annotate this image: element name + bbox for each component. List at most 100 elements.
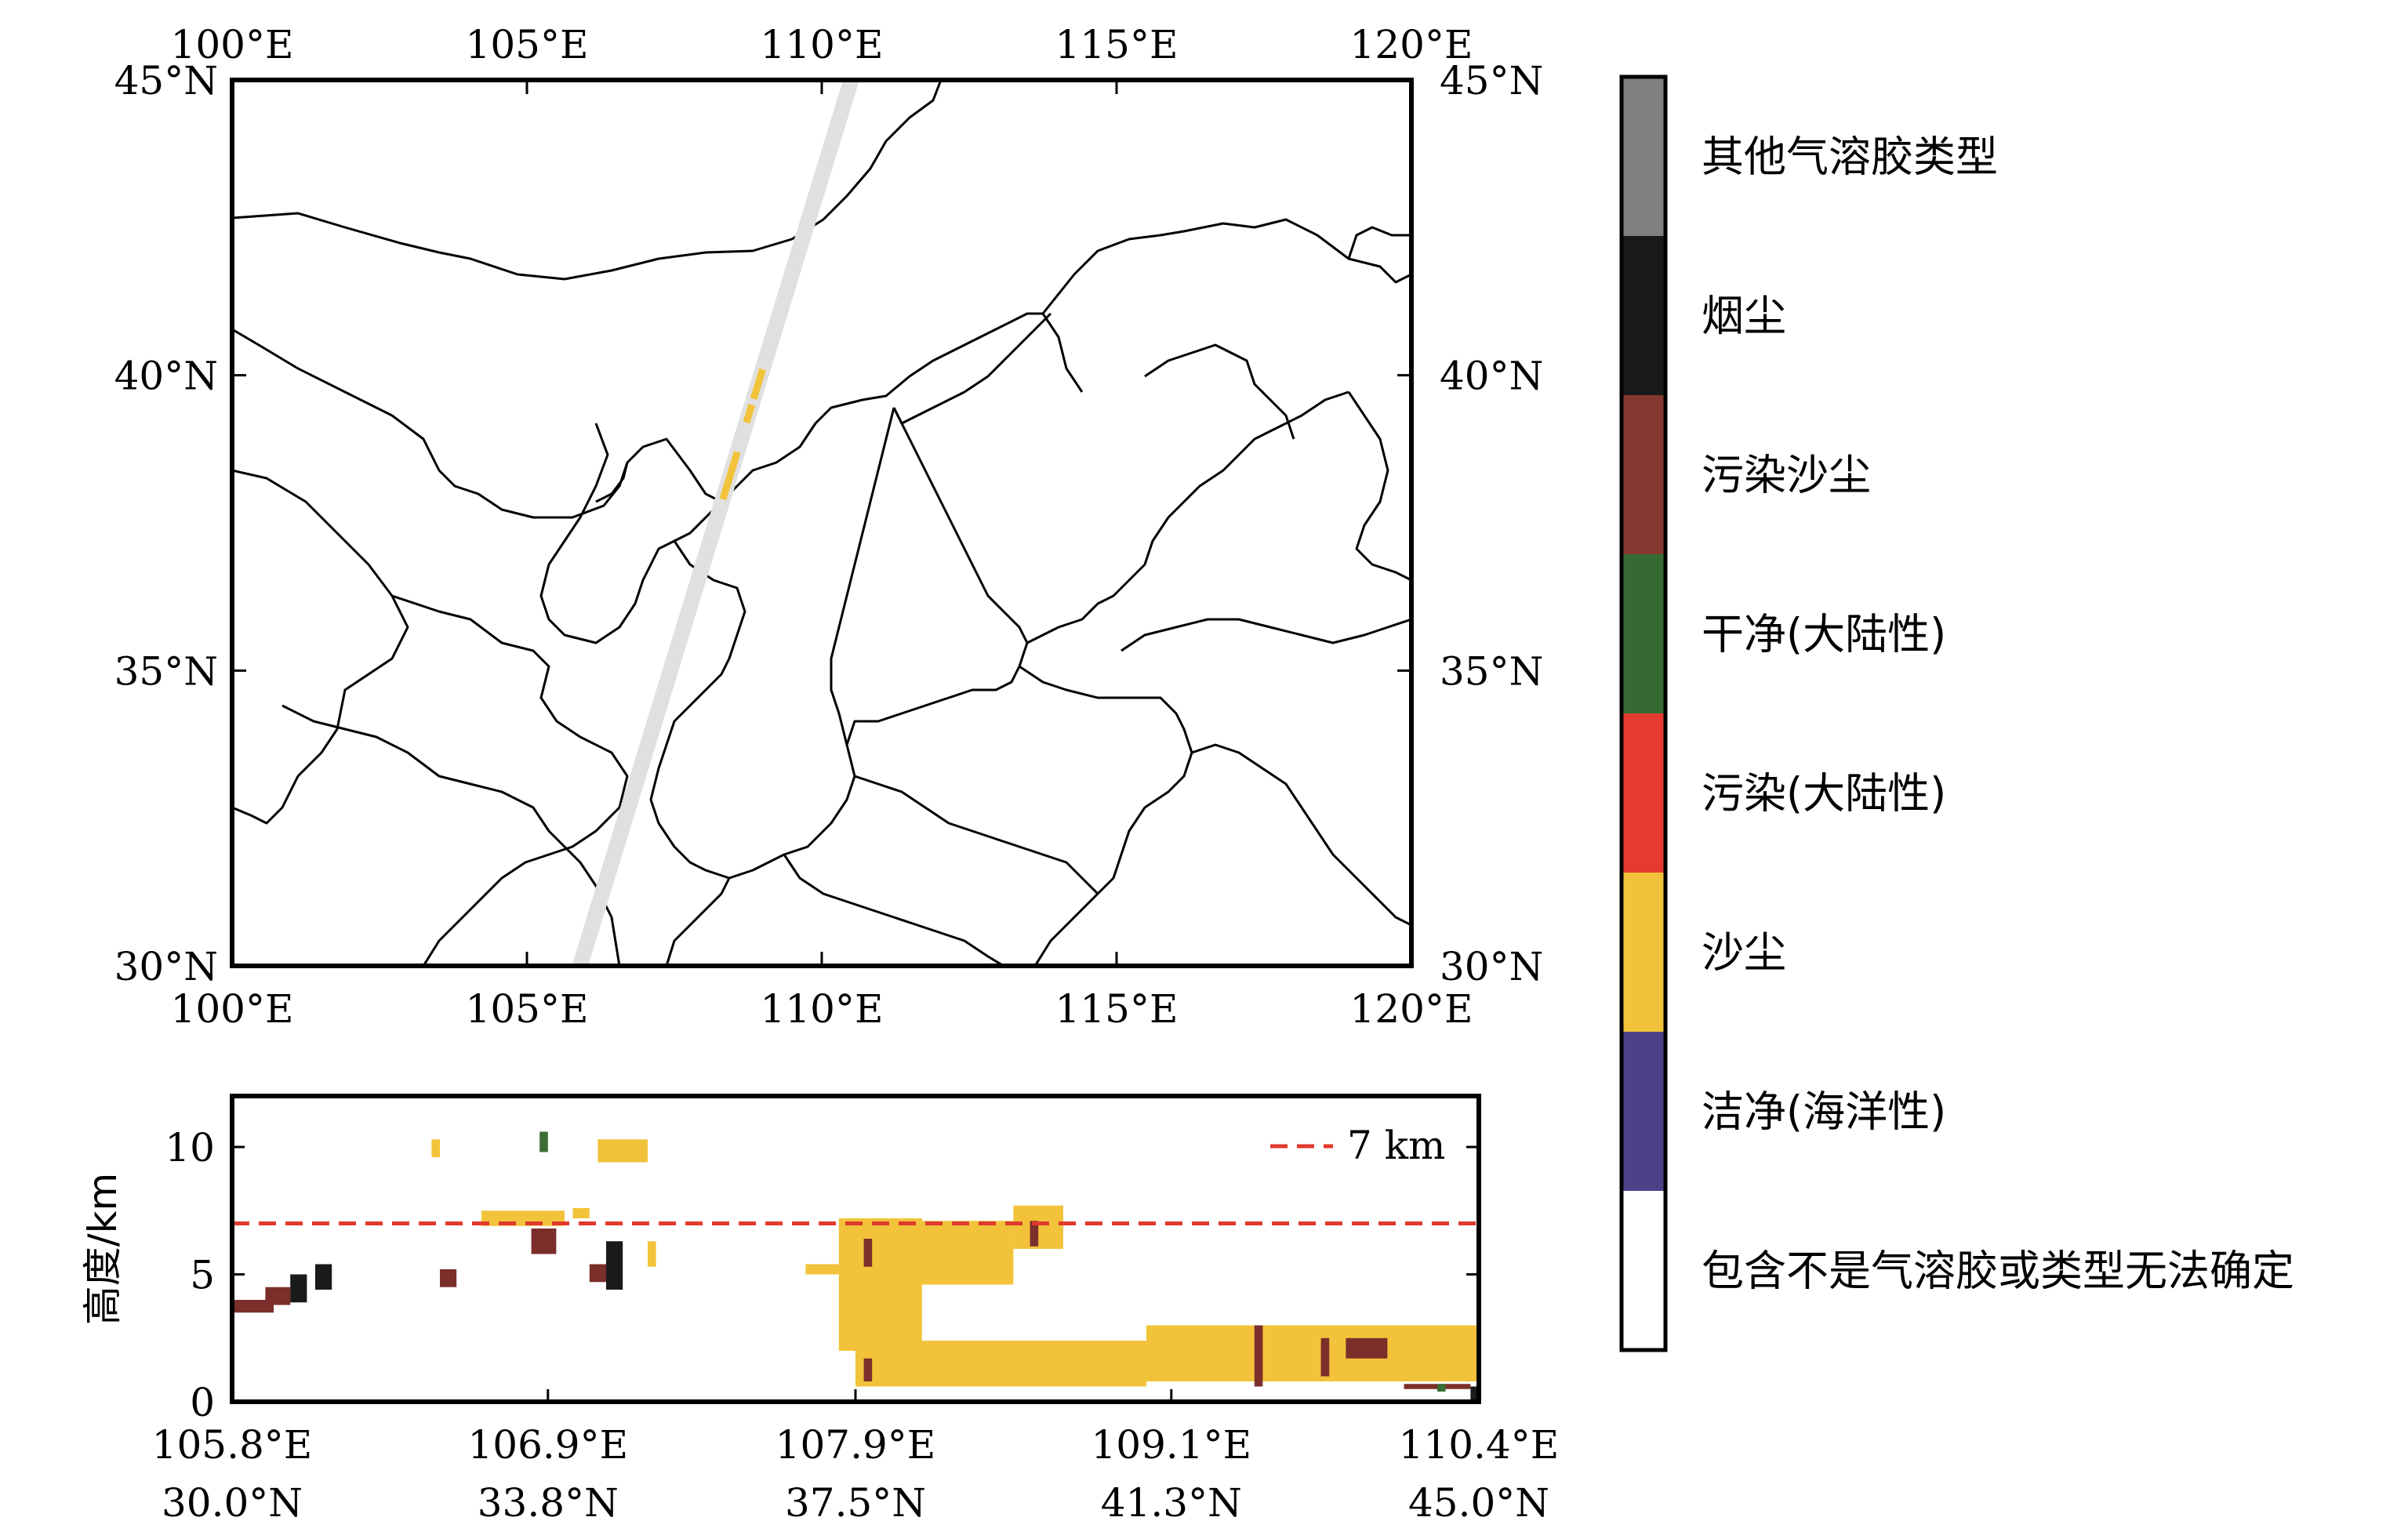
profile-ticks xyxy=(231,1145,1480,1403)
boundary-hubei xyxy=(665,877,731,966)
aerosol-patch xyxy=(232,1300,274,1313)
colorbar-swatch xyxy=(1622,1191,1665,1350)
profile-x-tick-label-lon: 109.1°E xyxy=(1091,1422,1251,1468)
map-boundaries xyxy=(232,80,1411,966)
boundary-shanxi xyxy=(845,407,1029,746)
colorbar-label: 干净(大陆性) xyxy=(1702,610,1946,659)
colorbar-swatch xyxy=(1622,1032,1665,1191)
map-x-tick-label-top: 120°E xyxy=(1350,22,1473,67)
profile-x-tick-label-lat: 37.5°N xyxy=(785,1480,926,1526)
map-x-tick-label-bottom: 120°E xyxy=(1350,986,1473,1032)
colorbar-label: 烟尘 xyxy=(1702,292,1786,341)
aerosol-patch xyxy=(648,1241,656,1267)
satellite-track xyxy=(572,80,859,966)
boundary-ningxia xyxy=(539,423,723,644)
colorbar-label: 污染沙尘 xyxy=(1702,451,1871,500)
map-background xyxy=(232,80,1411,966)
colorbar-label: 沙尘 xyxy=(1702,928,1786,978)
aerosol-patch xyxy=(606,1241,623,1290)
map-y-tick-label-left: 30°N xyxy=(114,944,218,989)
boundary-henan-south xyxy=(854,775,1099,895)
aerosol-patch xyxy=(1146,1325,1479,1381)
aerosol-patch xyxy=(539,1131,548,1152)
boundary-beijing-tianjin xyxy=(1144,343,1295,440)
map-y-tick-label-right: 40°N xyxy=(1440,354,1543,399)
aerosol-patch xyxy=(805,1264,839,1275)
profile-x-tick-label-lon: 106.9°E xyxy=(467,1422,628,1468)
aerosol-patch xyxy=(1437,1384,1446,1392)
aerosol-patch xyxy=(1346,1337,1388,1359)
aerosol-patch xyxy=(1320,1337,1330,1377)
boundary-shandong xyxy=(1120,618,1411,652)
map-x-tick-label-bottom: 105°E xyxy=(466,986,589,1032)
colorbar-swatch xyxy=(1622,395,1665,554)
colorbar-label: 其他气溶胶类型 xyxy=(1702,132,1998,182)
map-tick-labels: 100°E 100°E 105°E 105°E 110°E 110°E 115°E 115°E… xyxy=(114,22,1544,1032)
boundary-national-north xyxy=(232,80,942,281)
map-x-tick-label-top: 100°E xyxy=(171,22,294,67)
profile-x-tick-label-lat: 33.8°N xyxy=(478,1480,619,1526)
aerosol-patch xyxy=(1470,1386,1479,1402)
boundary-hebei xyxy=(1026,390,1349,644)
aerosol-patch xyxy=(531,1229,557,1254)
aerosol-patch xyxy=(838,1218,922,1351)
profile-x-tick-label-lon: 110.4°E xyxy=(1399,1422,1560,1468)
y-axis-title: 高度/km xyxy=(80,1173,125,1326)
boundary-hubei-2 xyxy=(783,854,1004,966)
map-y-tick-label-left: 40°N xyxy=(114,354,218,399)
map-y-tick-label-left: 35°N xyxy=(114,648,218,694)
aerosol-patch xyxy=(572,1208,590,1218)
colorbar-swatch xyxy=(1622,554,1665,713)
boundary-ningxia-2 xyxy=(595,462,629,503)
boundary-northeast-2 xyxy=(1347,226,1411,260)
map-x-tick-label-top: 105°E xyxy=(466,22,589,67)
boundary-henan xyxy=(1019,665,1193,966)
aerosol-patch xyxy=(265,1287,291,1305)
profile-panel: 0 5 10 105.8°E 30.0°N 106.9°E 33.8°N 107.9°E 37.… xyxy=(80,1094,1560,1526)
boundary-inner-mongolia-south xyxy=(232,312,1084,519)
colorbar-swatch xyxy=(1622,713,1665,873)
map-x-tick-label-top: 115°E xyxy=(1055,22,1179,67)
colorbar-label: 包含不是气溶胶或类型无法确定 xyxy=(1702,1247,2294,1296)
profile-patches xyxy=(232,1131,1479,1402)
map-ticks xyxy=(231,78,1413,967)
map-panel: 100°E 100°E 105°E 105°E 110°E 110°E 115°E 115°E… xyxy=(114,22,1544,1032)
aerosol-patch xyxy=(431,1139,440,1157)
aerosol-patch xyxy=(1254,1325,1263,1387)
colorbar-swatch xyxy=(1622,236,1665,395)
boundary-anhui-jiangsu xyxy=(1191,743,1411,927)
aerosol-patch xyxy=(597,1139,648,1163)
map-y-tick-label-right: 30°N xyxy=(1440,944,1543,989)
aerosol-patch xyxy=(1030,1221,1039,1247)
boundary-gansu xyxy=(232,469,409,825)
colorbar-swatch xyxy=(1622,77,1665,236)
map-y-tick-label-left: 45°N xyxy=(114,58,218,103)
profile-x-tick-label-lat: 30.0°N xyxy=(162,1480,303,1526)
profile-y-tick-label: 5 xyxy=(190,1253,215,1298)
profile-tick-labels: 0 5 10 105.8°E 30.0°N 106.9°E 33.8°N 107.9°E 37.… xyxy=(152,1125,1560,1526)
aerosol-patch xyxy=(290,1274,307,1303)
aerosol-patch xyxy=(863,1239,873,1267)
ref-legend-label: 7 km xyxy=(1347,1123,1445,1168)
boundary-shanxi-east xyxy=(892,312,1052,425)
profile-x-tick-label-lon: 105.8°E xyxy=(152,1422,313,1468)
map-y-tick-label-right: 45°N xyxy=(1440,58,1543,103)
aerosol-patch xyxy=(855,1341,1146,1387)
profile-x-tick-label-lat: 41.3°N xyxy=(1101,1480,1242,1526)
aerosol-patch xyxy=(440,1269,457,1287)
boundary-northeast xyxy=(1041,218,1411,314)
colorbar-label: 洁净(海洋性) xyxy=(1702,1087,1946,1137)
colorbar-label: 污染(大陆性) xyxy=(1702,769,1946,818)
track-dust-segment xyxy=(719,451,741,501)
aerosol-patch xyxy=(315,1264,332,1290)
map-y-tick-label-right: 35°N xyxy=(1440,648,1543,694)
colorbar-frame xyxy=(1619,74,1668,1352)
track-dust-segment xyxy=(750,368,766,401)
map-x-tick-label-bottom: 115°E xyxy=(1055,986,1179,1032)
map-x-tick-label-bottom: 110°E xyxy=(761,986,884,1032)
boundary-coast xyxy=(1347,391,1411,582)
profile-x-tick-label-lon: 107.9°E xyxy=(775,1422,936,1468)
boundary-qinghai xyxy=(391,594,629,966)
